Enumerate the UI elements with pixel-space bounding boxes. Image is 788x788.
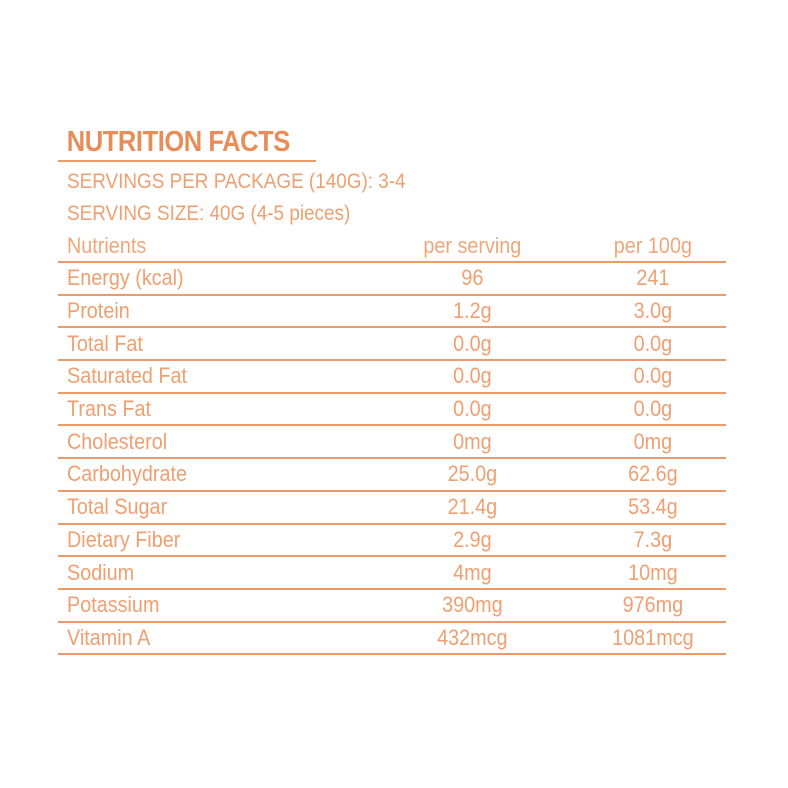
table-body: Energy (kcal) 96 241 Protein 1.2g 3.0g Total F… — [58, 263, 726, 656]
nutrient-name: Trans Fat — [67, 396, 151, 422]
nutrient-name: Energy (kcal) — [67, 265, 184, 291]
per-serving-value: 390mg — [441, 592, 503, 618]
per-serving-value: 25.0g — [447, 461, 497, 487]
per-serving-value: 96 — [460, 265, 483, 291]
per-100g-value: 0.0g — [633, 396, 673, 422]
table-row: Carbohydrate 25.0g 62.6g — [58, 459, 726, 492]
table-row: Total Fat 0.0g 0.0g — [58, 328, 726, 362]
nutrition-facts-panel: NUTRITION FACTS SERVINGS PER PACKAGE (14… — [58, 124, 726, 656]
nutrient-name: Sodium — [67, 559, 135, 585]
per-serving-value: 1.2g — [452, 298, 492, 324]
per-serving-value: 2.9g — [452, 526, 492, 552]
table-row: Potassium 390mg 976mg — [58, 590, 726, 623]
per-serving-value: 0.0g — [452, 396, 492, 422]
nutrient-name: Vitamin A — [67, 624, 151, 650]
table-row: Dietary Fiber 2.9g 7.3g — [58, 525, 726, 558]
header-per-100g: per 100g — [614, 232, 693, 258]
nutrient-name: Cholesterol — [67, 428, 168, 454]
table-row: Energy (kcal) 96 241 — [58, 263, 726, 296]
per-serving-value: 432mcg — [436, 624, 508, 650]
per-serving-value: 0mg — [452, 428, 492, 454]
per-serving-value: 0.0g — [452, 330, 492, 356]
servings-per-package: SERVINGS PER PACKAGE (140G): 3-4 — [67, 170, 406, 193]
per-100g-value: 53.4g — [628, 494, 678, 520]
nutrition-table: Nutrients per serving per 100g Energy (k… — [58, 230, 726, 656]
per-serving-value: 21.4g — [447, 494, 497, 520]
nutrient-name: Saturated Fat — [67, 363, 187, 389]
title-divider — [58, 160, 316, 162]
header-per-serving: per serving — [422, 232, 521, 258]
table-row: Total Sugar 21.4g 53.4g — [58, 492, 726, 525]
table-row: Vitamin A 432mcg 1081mcg — [58, 623, 726, 656]
per-serving-value: 0.0g — [452, 363, 492, 389]
table-header-row: Nutrients per serving per 100g — [58, 230, 726, 263]
per-100g-value: 976mg — [622, 592, 684, 618]
nutrient-name: Protein — [67, 298, 130, 324]
per-100g-value: 0.0g — [633, 330, 673, 356]
table-row: Protein 1.2g 3.0g — [58, 296, 726, 329]
page-title: NUTRITION FACTS — [66, 126, 291, 158]
nutrient-name: Potassium — [67, 592, 160, 618]
serving-size: SERVING SIZE: 40G (4-5 pieces) — [67, 202, 351, 225]
nutrient-name: Total Fat — [67, 330, 143, 356]
per-100g-value: 3.0g — [633, 298, 673, 324]
per-100g-value: 1081mcg — [612, 624, 694, 650]
table-row: Saturated Fat 0.0g 0.0g — [58, 361, 726, 394]
per-100g-value: 241 — [636, 265, 670, 291]
nutrient-name: Dietary Fiber — [67, 526, 181, 552]
per-100g-value: 62.6g — [628, 461, 678, 487]
nutrient-name: Carbohydrate — [67, 461, 187, 487]
nutrient-name: Total Sugar — [67, 494, 168, 520]
table-row: Cholesterol 0mg 0mg — [58, 426, 726, 460]
per-serving-value: 4mg — [452, 559, 492, 585]
per-100g-value: 7.3g — [633, 526, 673, 552]
table-row: Trans Fat 0.0g 0.0g — [58, 394, 726, 427]
table-row: Sodium 4mg 10mg — [58, 557, 726, 590]
header-nutrients: Nutrients — [67, 232, 147, 258]
per-100g-value: 10mg — [628, 559, 678, 585]
per-100g-value: 0mg — [633, 428, 673, 454]
per-100g-value: 0.0g — [633, 363, 673, 389]
